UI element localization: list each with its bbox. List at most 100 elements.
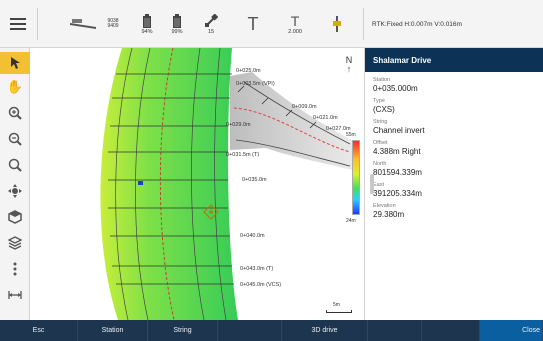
- zoom-extents-icon: [8, 158, 22, 172]
- road-edge-line: [135, 48, 151, 320]
- map-toolbar: ✋: [0, 48, 30, 320]
- battery-1-value: 94%: [141, 28, 153, 35]
- zoom-out-tool[interactable]: [0, 128, 30, 150]
- target-t-icon: T: [247, 13, 259, 34]
- receiver-value-2: 9409: [107, 23, 119, 29]
- station-label: 0+040.0m: [240, 233, 265, 239]
- field-value: 391205.334m: [373, 189, 422, 198]
- rtk-status[interactable]: RTK:Fixed H:0.007m V:0.016m: [372, 20, 462, 28]
- ramp-surface: [230, 72, 352, 170]
- more-icon: [13, 262, 17, 276]
- map-view[interactable]: 0+025.0m 0+003.5m (VPI) 0+009.0m 0+021.0…: [30, 48, 364, 320]
- field-offset: Offset 4.388m Right: [365, 140, 543, 156]
- field-value: Channel invert: [373, 126, 425, 135]
- field-north: North 801594.339m: [365, 161, 543, 177]
- target-button[interactable]: T: [236, 0, 270, 48]
- road-edge-line: [214, 48, 227, 320]
- field-value: 29.380m: [373, 210, 405, 219]
- field-type: Type (CXS): [365, 98, 543, 114]
- measure-tool[interactable]: [0, 284, 30, 306]
- esc-button[interactable]: Esc: [0, 320, 78, 341]
- tilt-button[interactable]: [320, 0, 354, 48]
- station-label: 0+035.0m: [242, 177, 267, 183]
- field-value: 801594.339m: [373, 168, 422, 177]
- pole-height-button[interactable]: T 2.000: [278, 0, 312, 48]
- station-label: 0+021.0m: [313, 115, 338, 121]
- panel-resize-handle[interactable]: [370, 174, 374, 194]
- position-marker: [138, 181, 143, 185]
- satellite-icon: [205, 13, 218, 27]
- battery-2-button[interactable]: 99%: [162, 0, 192, 48]
- field-elevation: Elevation 29.380m: [365, 203, 543, 219]
- receiver-icon: [70, 19, 96, 29]
- battery-icon: [173, 13, 181, 28]
- field-value: (CXS): [373, 105, 395, 114]
- hamburger-icon: [10, 18, 26, 30]
- softkey-empty: [368, 320, 422, 341]
- layers-tool[interactable]: [0, 232, 30, 254]
- field-label: String: [373, 119, 388, 125]
- station-label: 0+043.0m (T): [240, 266, 274, 272]
- battery-icon: [143, 13, 151, 28]
- status-bar: 9038 9409 94% 99% 15 T T 2.000 RTK:Fixed…: [0, 0, 543, 48]
- receiver-value-1: 9038: [107, 17, 119, 24]
- road-centerline: [159, 48, 175, 320]
- ramp-edge-line: [235, 139, 351, 167]
- ramp-bottom-label: 24m: [346, 218, 356, 224]
- station-label: 0+009.0m: [292, 104, 317, 110]
- station-button[interactable]: Station: [78, 320, 148, 341]
- target-diamond-icon: [203, 204, 219, 220]
- field-station: Station 0+035.000m: [365, 77, 543, 93]
- field-label: Type: [373, 98, 385, 104]
- layers-icon: [8, 236, 22, 250]
- 3d-drive-button[interactable]: 3D drive: [282, 320, 368, 341]
- ramp-top-label: 55m: [346, 132, 356, 138]
- close-button[interactable]: Close: [480, 320, 543, 341]
- station-label: 0+031.5m (T): [226, 152, 260, 158]
- satellites-button[interactable]: 15: [196, 0, 226, 48]
- orbit-tool[interactable]: [0, 180, 30, 202]
- field-label: East: [373, 182, 385, 188]
- field-string: String Channel invert: [365, 119, 543, 135]
- satellites-value: 15: [207, 28, 215, 35]
- cube-view-tool[interactable]: [0, 206, 30, 228]
- station-label: 0+029.0m: [226, 122, 251, 128]
- receiver-status-button[interactable]: [68, 0, 98, 48]
- field-label: Offset: [373, 140, 388, 146]
- field-label: North: [373, 161, 387, 167]
- stakeout-info-panel: Shalamar Drive Station 0+035.000m Type (…: [364, 48, 543, 320]
- string-button[interactable]: String: [148, 320, 218, 341]
- road-surface: [100, 48, 238, 320]
- road-surface-drawing: [100, 48, 352, 320]
- cube-view-icon: [8, 210, 22, 224]
- station-label: 0+027.0m: [326, 126, 351, 132]
- north-arrow-icon: N ↑: [345, 55, 353, 74]
- more-tool[interactable]: [0, 258, 30, 280]
- pan-tool[interactable]: ✋: [0, 76, 30, 98]
- menu-button[interactable]: [0, 0, 36, 48]
- scale-bar: [326, 310, 352, 313]
- softkey-bar: Esc Station String 3D drive Close: [0, 320, 543, 341]
- elevation-color-ramp: [352, 140, 360, 215]
- field-label: Station: [373, 77, 391, 83]
- panel-title: Shalamar Drive: [365, 48, 543, 72]
- softkey-empty: [218, 320, 282, 341]
- pole-height-value: 2.000: [288, 28, 302, 35]
- pole-t-icon: T: [290, 12, 300, 29]
- station-label: 0+045.0m (VCS): [240, 282, 282, 288]
- field-value: 0+035.000m: [373, 84, 418, 93]
- battery-2-value: 99%: [171, 28, 183, 35]
- station-label: 0+003.5m (VPI): [236, 81, 275, 87]
- field-label: Elevation: [373, 203, 396, 209]
- measure-icon: [8, 291, 22, 299]
- ramp-centerline: [233, 107, 351, 153]
- battery-1-button[interactable]: 94%: [132, 0, 162, 48]
- scale-label: 5m: [333, 302, 340, 308]
- field-east: East 391205.334m: [365, 182, 543, 198]
- zoom-out-icon: [8, 132, 22, 146]
- field-value: 4.388m Right: [373, 147, 421, 156]
- select-arrow-icon: [11, 57, 20, 69]
- select-tool[interactable]: [0, 52, 30, 74]
- zoom-in-tool[interactable]: [0, 102, 30, 124]
- zoom-extents-tool[interactable]: [0, 154, 30, 176]
